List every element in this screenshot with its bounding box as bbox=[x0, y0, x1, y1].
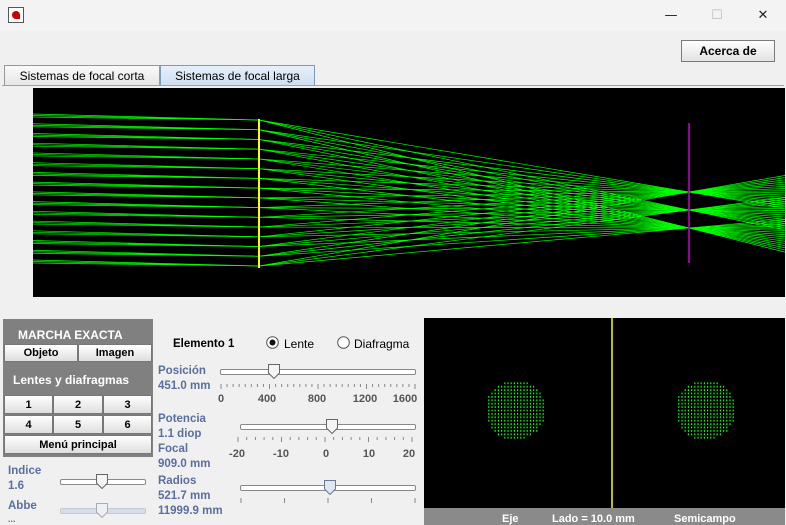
radio-lente-circle[interactable] bbox=[266, 336, 279, 349]
ray-segment bbox=[33, 210, 260, 218]
indice-label: Indice bbox=[8, 465, 42, 477]
potencia-tick-label: 0 bbox=[322, 448, 330, 460]
app-icon bbox=[8, 7, 24, 23]
radios-value-2: 11999.9 mm bbox=[158, 505, 223, 517]
lens-button-3[interactable]: 3 bbox=[103, 395, 152, 414]
posicion-label: Posición bbox=[158, 365, 206, 377]
spot-diagram-footer: Eje Lado = 10.0 mm Semicampo bbox=[424, 508, 785, 525]
potencia-slider-thumb[interactable] bbox=[326, 419, 339, 434]
potencia-tick-label: 20 bbox=[402, 448, 416, 460]
maximize-button[interactable]: ☐ bbox=[711, 8, 723, 23]
posicion-tick-label: 0 bbox=[217, 393, 225, 405]
objeto-button[interactable]: Objeto bbox=[4, 344, 78, 362]
radio-lente-label[interactable]: Lente bbox=[284, 337, 315, 351]
ray-segment bbox=[33, 240, 260, 247]
potencia-tick-label: -10 bbox=[273, 448, 289, 460]
eje-label: Eje bbox=[502, 513, 519, 525]
lens-button-2[interactable]: 2 bbox=[53, 395, 103, 414]
ray-segment bbox=[258, 119, 785, 253]
ray-segment bbox=[33, 113, 260, 121]
imagen-button[interactable]: Imagen bbox=[78, 344, 152, 362]
tab-focal-larga[interactable]: Sistemas de focal larga bbox=[160, 65, 315, 85]
ray-segment bbox=[33, 201, 260, 208]
ray-segment bbox=[33, 249, 260, 257]
lens-button-6[interactable]: 6 bbox=[103, 415, 152, 434]
focal-value: 909.0 mm bbox=[158, 458, 211, 470]
minimize-button[interactable]: — bbox=[664, 8, 678, 23]
posicion-tick-label: 400 bbox=[257, 393, 277, 405]
tab-divider bbox=[2, 85, 784, 86]
abbe-label: Abbe bbox=[8, 500, 37, 512]
posicion-tick-label: 1200 bbox=[352, 393, 378, 405]
potencia-value: 1.1 diop bbox=[158, 428, 202, 439]
ray-segment bbox=[258, 219, 785, 267]
spot-eje bbox=[488, 382, 544, 439]
posicion-tick-label: 1600 bbox=[392, 393, 418, 405]
ray-segment bbox=[33, 152, 260, 160]
spot-semicampo bbox=[678, 382, 734, 439]
ray-segment bbox=[33, 220, 260, 228]
lens-button-1[interactable]: 1 bbox=[4, 395, 53, 414]
abbe-slider-thumb[interactable] bbox=[96, 503, 108, 518]
posicion-slider-track[interactable] bbox=[220, 369, 416, 375]
ray-segment bbox=[33, 133, 260, 140]
lado-label: Lado = 10.0 mm bbox=[552, 513, 635, 525]
ray-trace-canvas bbox=[33, 113, 785, 268]
spot-diagram-canvas bbox=[488, 318, 734, 508]
ray-segment bbox=[33, 259, 260, 267]
posicion-value: 451.0 mm bbox=[158, 380, 211, 392]
ray-segment bbox=[33, 123, 260, 131]
radios-ticks bbox=[240, 498, 416, 503]
ray-trace-view bbox=[33, 88, 785, 297]
potencia-tick-label: -20 bbox=[229, 448, 245, 460]
ray-segment bbox=[33, 191, 260, 199]
ray-segment bbox=[33, 230, 260, 238]
spot-diagram-view bbox=[424, 318, 785, 508]
marcha-title: MARCHA EXACTA bbox=[18, 328, 123, 342]
radios-value: 521.7 mm bbox=[158, 490, 211, 502]
lens-button-4[interactable]: 4 bbox=[4, 415, 53, 434]
ray-segment bbox=[33, 181, 260, 189]
posicion-tick-label: 800 bbox=[307, 393, 327, 405]
potencia-tick-label: 10 bbox=[362, 448, 376, 460]
close-button[interactable]: ✕ bbox=[757, 8, 769, 23]
radio-diafragma-label[interactable]: Diafragma bbox=[354, 337, 410, 351]
posicion-slider-thumb[interactable] bbox=[268, 364, 281, 379]
element-title: Elemento 1 bbox=[173, 338, 235, 350]
tab-focal-corta[interactable]: Sistemas de focal corta bbox=[4, 65, 160, 85]
focal-label: Focal bbox=[158, 443, 189, 455]
ray-segment bbox=[258, 221, 785, 257]
title-bar bbox=[0, 0, 786, 31]
indice-slider-thumb[interactable] bbox=[96, 474, 108, 489]
abbe-value: ... bbox=[8, 514, 16, 524]
marcha-exacta-panel: MARCHA EXACTA Objeto Imagen Lentes y dia… bbox=[3, 319, 153, 457]
ray-segment bbox=[33, 142, 260, 150]
ray-bundle bbox=[33, 113, 785, 267]
potencia-ticks bbox=[237, 437, 413, 442]
lentes-title: Lentes y diafragmas bbox=[13, 373, 130, 387]
radio-lente[interactable] bbox=[266, 336, 279, 349]
ray-segment bbox=[33, 162, 260, 170]
ray-segment bbox=[258, 119, 785, 209]
radios-label: Radios bbox=[158, 475, 197, 487]
semicampo-label: Semicampo bbox=[674, 513, 736, 525]
radio-diafragma[interactable] bbox=[337, 336, 350, 349]
indice-value: 1.6 bbox=[8, 480, 24, 492]
menu-principal-button[interactable]: Menú principal bbox=[4, 435, 152, 454]
radios-slider-thumb[interactable] bbox=[324, 480, 337, 495]
about-button[interactable]: Acerca de bbox=[681, 40, 775, 62]
potencia-label: Potencia bbox=[158, 413, 206, 425]
posicion-ticks bbox=[220, 384, 416, 389]
radio-diafragma-circle[interactable] bbox=[337, 336, 350, 349]
lens-button-5[interactable]: 5 bbox=[53, 415, 103, 434]
ray-segment bbox=[33, 172, 260, 179]
ray-segment bbox=[258, 119, 785, 231]
